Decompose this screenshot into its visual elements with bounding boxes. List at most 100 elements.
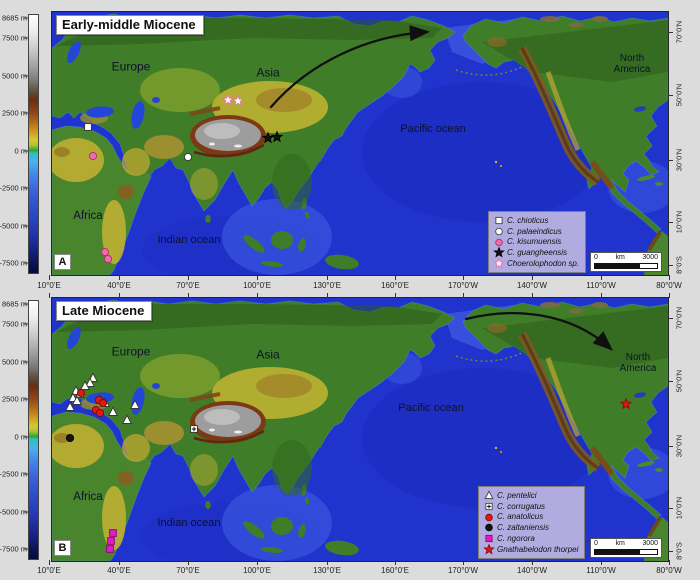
lon-label: 140°0'W (516, 281, 548, 290)
lon-tick (188, 275, 189, 280)
circle-marker (76, 388, 86, 398)
legend-item: C. pentelici (483, 490, 578, 501)
lon-tick (463, 560, 464, 565)
square-icon (495, 216, 503, 224)
lon-tick (532, 560, 533, 565)
circle-marker (98, 398, 108, 408)
lat-tick (668, 381, 673, 382)
lat-tick (668, 551, 673, 552)
geo-label: North America (613, 53, 651, 75)
elevation-tick (24, 225, 28, 227)
lon-tick (601, 275, 602, 280)
lon-label: 130°0'E (313, 281, 341, 290)
elevation-label: -7500 m (0, 258, 27, 268)
lat-tick (668, 265, 673, 266)
lon-tick (601, 560, 602, 565)
lon-label: 170°0'W (447, 281, 479, 290)
elevation-label: 2500 m (1, 394, 27, 404)
star-marker (221, 93, 235, 106)
scale-bar: 0 km 3000 (590, 537, 662, 558)
lon-tick (532, 293, 533, 298)
elevation-tick (24, 37, 28, 39)
legend-species-label: C. chioticus (507, 215, 549, 225)
legend-item: C. ngorora (483, 533, 578, 544)
star-marker (619, 397, 633, 410)
legend-species-label: C. palaeindicus (507, 226, 562, 236)
lon-label: 80°0'W (656, 281, 682, 290)
lon-label: 80°0'W (656, 566, 682, 575)
lat-tick (668, 95, 673, 96)
lon-label: 100°0'E (243, 281, 271, 290)
elevation-tick (24, 303, 28, 305)
lon-label: 110°0'W (586, 281, 616, 290)
scale-max: 3000 (642, 253, 658, 261)
circle-marker (485, 513, 493, 521)
scale-zero: 0 (594, 539, 598, 547)
circle-marker (65, 433, 75, 443)
triangle-icon (484, 490, 494, 499)
elevation-tick (24, 473, 28, 475)
triangle-marker (130, 399, 140, 409)
elevation-tick (24, 75, 28, 77)
elevation-tick (24, 361, 28, 363)
elevation-tick (24, 17, 28, 19)
panel-late-miocene: Europe Asia North America Pacific ocean Afri… (51, 297, 669, 562)
lon-label: 160°0'E (381, 281, 409, 290)
elevation-tick (24, 548, 28, 550)
geo-label: Africa (73, 490, 103, 503)
elevation-label: -5000 m (0, 507, 27, 517)
elevation-colorbar: 8685 m 7500 m 5000 m 2500 m 0 m -2500 m -5000 … (0, 300, 39, 560)
lon-tick (49, 275, 50, 280)
star-icon (483, 543, 495, 555)
elevation-label: 7500 m (1, 33, 27, 43)
elevation-label: 0 m (14, 146, 27, 156)
lon-tick (669, 560, 670, 565)
legend-item: C. zaltaniensis (483, 522, 578, 533)
geo-label: Europe (111, 59, 151, 74)
legend-species-label: C. kisumuensis (507, 237, 562, 247)
square-icon (485, 535, 493, 543)
star-marker (261, 131, 275, 144)
lon-tick (395, 560, 396, 565)
lon-tick (669, 293, 670, 298)
square-plus-marker (485, 502, 493, 510)
geo-label: Africa (73, 209, 103, 222)
elevation-tick (24, 262, 28, 264)
fossil-site-markers (65, 372, 633, 553)
triangle-marker (85, 377, 95, 387)
legend-species-label: C. ngorora (497, 534, 535, 544)
lat-label: 10°0'N (674, 210, 684, 234)
lon-tick (188, 560, 189, 565)
elevation-tick (24, 323, 28, 325)
elevation-label: 7500 m (1, 319, 27, 329)
circle-marker (95, 408, 105, 418)
geo-label: Indian ocean (157, 234, 221, 247)
geo-label: North America (619, 352, 657, 374)
lon-tick (327, 293, 328, 298)
legend-item: C. kisumuensis (493, 237, 579, 248)
legend-species-label: Choerolophodon sp. (507, 259, 580, 269)
lon-tick (463, 275, 464, 280)
elevation-label: 5000 m (1, 357, 27, 367)
lon-tick (669, 275, 670, 280)
scale-max: 3000 (642, 539, 658, 547)
circle-icon (485, 524, 493, 532)
lon-label: 70°0'E (176, 281, 200, 290)
star-icon (493, 247, 505, 258)
legend-species-label: C. guangheensis (507, 248, 568, 258)
elevation-tick (24, 112, 28, 114)
square-marker (109, 529, 117, 537)
triangle-marker (122, 414, 132, 424)
star-marker (493, 258, 505, 269)
lon-tick (257, 560, 258, 565)
lon-label: 70°0'E (176, 566, 200, 575)
lon-tick (327, 275, 328, 280)
dispersal-arrow (269, 25, 431, 109)
panel-letter: B (54, 540, 71, 556)
star-marker (231, 94, 245, 107)
legend-item: C. palaeindicus (493, 226, 579, 237)
elevation-label: -5000 m (0, 221, 27, 231)
circle-marker (485, 524, 493, 532)
square-marker (485, 535, 493, 543)
elevation-label: 2500 m (1, 108, 27, 118)
